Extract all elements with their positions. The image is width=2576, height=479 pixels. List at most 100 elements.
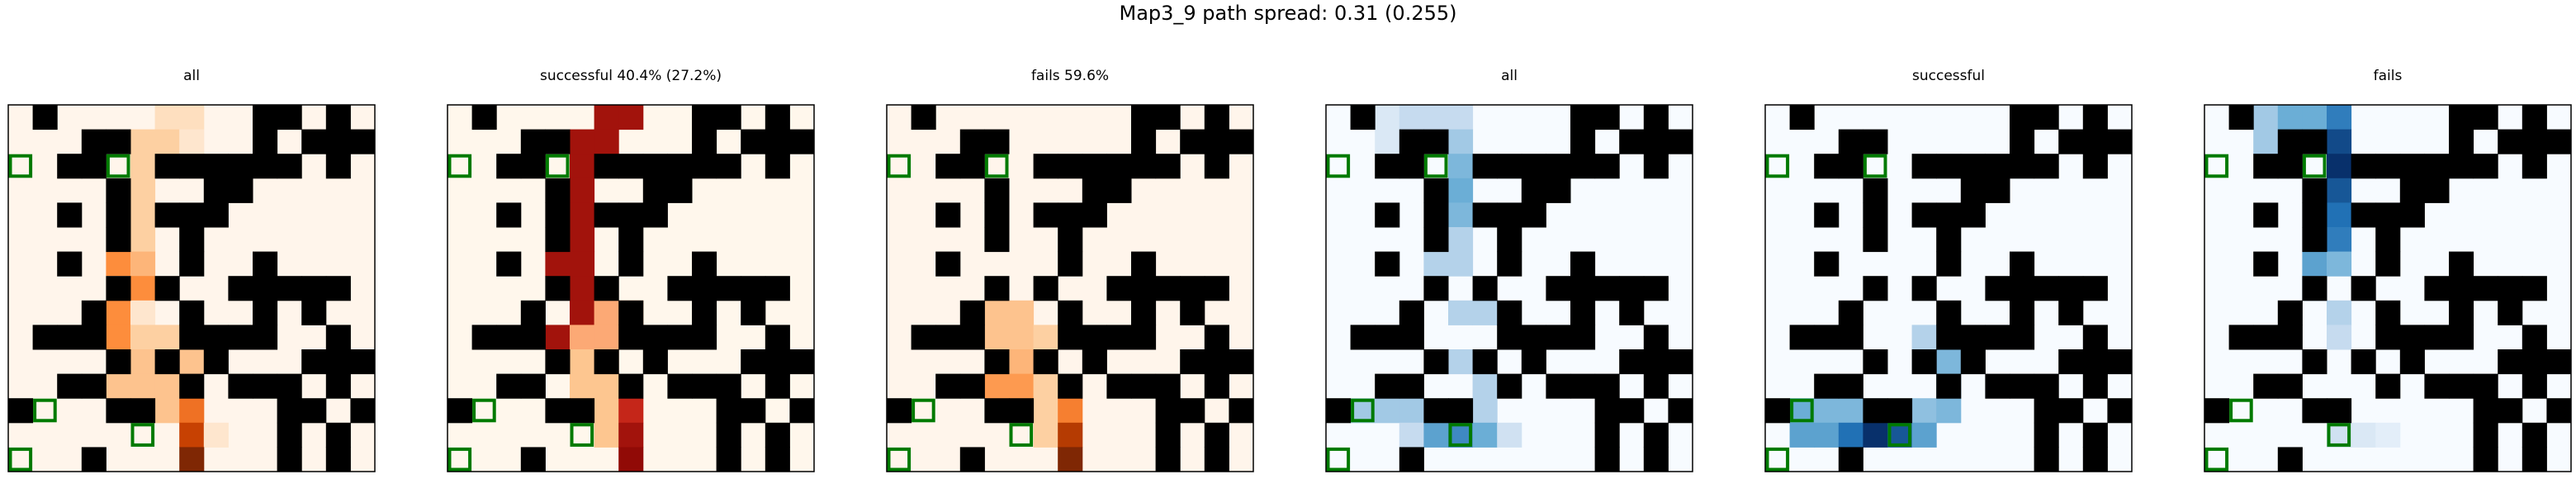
wall-cell bbox=[984, 398, 1010, 424]
wall-cell bbox=[1155, 276, 1181, 301]
wall-cell bbox=[520, 447, 546, 472]
wall-cell bbox=[1570, 276, 1596, 301]
heat-cell bbox=[1399, 422, 1424, 448]
wall-cell bbox=[1643, 349, 1669, 375]
goal-marker bbox=[1765, 447, 1790, 472]
wall-cell bbox=[1594, 398, 1620, 424]
wall-cell bbox=[1863, 178, 1888, 203]
wall-cell bbox=[301, 349, 327, 375]
wall-cell bbox=[1497, 227, 1522, 253]
goal-marker bbox=[447, 447, 472, 472]
wall-cell bbox=[1204, 325, 1229, 350]
wall-cell bbox=[1472, 276, 1498, 301]
wall-cell bbox=[959, 300, 985, 325]
wall-cell bbox=[545, 178, 571, 203]
wall-cell bbox=[1204, 447, 1229, 472]
wall-cell bbox=[692, 276, 717, 301]
heat-cell bbox=[594, 422, 619, 448]
heat-cell bbox=[1936, 398, 1962, 424]
heat-cell bbox=[154, 373, 180, 399]
heat-cell bbox=[130, 325, 156, 350]
wall-cell bbox=[277, 154, 302, 179]
heat-cell bbox=[1863, 422, 1888, 448]
wall-cell bbox=[2546, 349, 2572, 375]
wall-cell bbox=[2082, 129, 2108, 154]
wall-cell bbox=[984, 202, 1010, 228]
heat-cell bbox=[130, 251, 156, 277]
heat-cell bbox=[2327, 105, 2352, 130]
heat-cell bbox=[1911, 398, 1937, 424]
heat-cell bbox=[1936, 349, 1962, 375]
goal-marker bbox=[887, 154, 912, 178]
wall-cell bbox=[765, 373, 790, 399]
heat-cell bbox=[1033, 422, 1058, 448]
heat-cell bbox=[1448, 129, 1474, 154]
heat-cell bbox=[2327, 325, 2352, 350]
heat-cell bbox=[594, 105, 619, 130]
goal-marker bbox=[570, 423, 594, 447]
goal-marker bbox=[545, 154, 570, 178]
heat-cell bbox=[594, 373, 619, 399]
goal-marker bbox=[8, 154, 33, 178]
wall-cell bbox=[2107, 349, 2133, 375]
wall-cell bbox=[642, 178, 668, 203]
wall-cell bbox=[1204, 373, 1229, 399]
wall-cell bbox=[1375, 251, 1400, 277]
heat-cell bbox=[179, 105, 205, 130]
heat-cell bbox=[1350, 398, 1376, 424]
wall-cell bbox=[301, 129, 327, 154]
wall-cell bbox=[692, 300, 717, 325]
heat-cell bbox=[1814, 422, 1840, 448]
heat-cell bbox=[618, 105, 644, 130]
heat-cell bbox=[1814, 398, 1840, 424]
wall-cell bbox=[1204, 129, 1229, 154]
wall-cell bbox=[618, 227, 644, 253]
heat-cell bbox=[154, 129, 180, 154]
wall-cell bbox=[741, 398, 766, 424]
wall-cell bbox=[1180, 398, 1205, 424]
wall-cell bbox=[2302, 202, 2327, 228]
wall-cell bbox=[1863, 129, 1888, 154]
wall-cell bbox=[2449, 373, 2474, 399]
heat-cell bbox=[1058, 447, 1083, 472]
wall-cell bbox=[325, 129, 351, 154]
wall-cell bbox=[32, 325, 58, 350]
wall-cell bbox=[1375, 154, 1400, 179]
wall-cell bbox=[57, 251, 83, 277]
wall-cell bbox=[2399, 178, 2425, 203]
wall-cell bbox=[1131, 373, 1157, 399]
heat-cell bbox=[984, 300, 1010, 325]
wall-cell bbox=[959, 373, 985, 399]
wall-cell bbox=[911, 105, 936, 130]
wall-cell bbox=[203, 178, 229, 203]
heat-cell bbox=[2253, 129, 2279, 154]
wall-cell bbox=[765, 129, 790, 154]
wall-cell bbox=[1570, 105, 1596, 130]
heat-cell bbox=[106, 300, 131, 325]
wall-cell bbox=[1643, 105, 1669, 130]
heat-cell bbox=[1472, 373, 1498, 399]
heat-cell bbox=[1009, 373, 1035, 399]
wall-cell bbox=[106, 276, 131, 301]
wall-cell bbox=[935, 154, 961, 179]
wall-cell bbox=[2522, 373, 2547, 399]
heat-cell bbox=[179, 349, 205, 375]
heat-cell bbox=[1448, 300, 1474, 325]
wall-cell bbox=[2546, 398, 2572, 424]
wall-cell bbox=[1960, 325, 1986, 350]
wall-cell bbox=[1058, 300, 1083, 325]
wall-cell bbox=[667, 154, 693, 179]
wall-cell bbox=[1131, 300, 1157, 325]
goal-marker bbox=[472, 398, 496, 423]
heat-cell bbox=[130, 178, 156, 203]
wall-cell bbox=[935, 202, 961, 228]
wall-cell bbox=[496, 325, 522, 350]
wall-cell bbox=[1911, 276, 1937, 301]
wall-cell bbox=[1131, 276, 1157, 301]
goal-marker bbox=[106, 154, 130, 178]
wall-cell bbox=[2473, 398, 2498, 424]
goal-marker bbox=[984, 154, 1009, 178]
wall-cell bbox=[984, 349, 1010, 375]
wall-cell bbox=[2546, 129, 2572, 154]
wall-cell bbox=[570, 398, 595, 424]
